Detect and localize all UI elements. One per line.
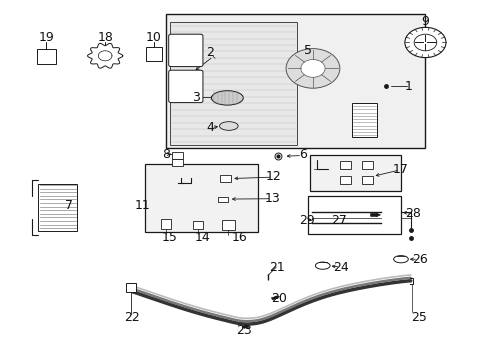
Text: 21: 21 xyxy=(269,261,285,274)
Circle shape xyxy=(300,59,325,77)
Text: 5: 5 xyxy=(304,44,311,57)
Text: 4: 4 xyxy=(206,121,214,134)
Bar xyxy=(309,155,400,191)
Text: 11: 11 xyxy=(135,199,150,212)
FancyArrow shape xyxy=(370,213,380,217)
Text: 19: 19 xyxy=(39,31,54,44)
Bar xyxy=(217,197,228,202)
Bar xyxy=(220,175,230,182)
Text: 6: 6 xyxy=(299,148,306,161)
Text: 27: 27 xyxy=(330,214,346,227)
Bar xyxy=(126,283,136,292)
Bar xyxy=(145,164,258,232)
Text: 1: 1 xyxy=(404,80,411,93)
Text: 2: 2 xyxy=(206,46,214,59)
Text: 18: 18 xyxy=(97,31,113,44)
Circle shape xyxy=(404,27,445,58)
Ellipse shape xyxy=(393,256,407,263)
Text: 29: 29 xyxy=(298,214,314,227)
Bar xyxy=(161,219,171,229)
Bar xyxy=(172,159,183,166)
Text: 15: 15 xyxy=(162,231,177,244)
Bar xyxy=(172,152,183,159)
Bar xyxy=(351,103,376,137)
Text: 14: 14 xyxy=(195,231,210,244)
Bar xyxy=(339,176,350,184)
Bar xyxy=(222,220,234,230)
Text: 22: 22 xyxy=(124,311,140,324)
Text: 8: 8 xyxy=(162,148,170,161)
Bar xyxy=(37,49,56,64)
Bar xyxy=(166,14,425,148)
FancyBboxPatch shape xyxy=(168,34,203,67)
FancyArrow shape xyxy=(271,296,279,300)
Bar xyxy=(38,184,77,231)
Text: 10: 10 xyxy=(146,31,162,44)
Text: 7: 7 xyxy=(65,199,73,212)
Text: 9: 9 xyxy=(421,15,428,28)
Text: 24: 24 xyxy=(333,261,348,274)
Circle shape xyxy=(413,34,436,51)
Text: 13: 13 xyxy=(264,192,280,204)
Circle shape xyxy=(285,49,339,88)
FancyArrow shape xyxy=(242,325,249,328)
Bar xyxy=(339,161,350,169)
Ellipse shape xyxy=(211,91,243,105)
Text: 12: 12 xyxy=(265,170,281,183)
Text: 16: 16 xyxy=(231,231,247,244)
Bar xyxy=(193,221,203,229)
Text: 20: 20 xyxy=(270,292,286,305)
Text: 25: 25 xyxy=(411,311,427,324)
FancyBboxPatch shape xyxy=(168,70,203,103)
Text: 23: 23 xyxy=(236,324,252,337)
Bar xyxy=(146,47,162,61)
Text: 17: 17 xyxy=(392,163,408,176)
FancyBboxPatch shape xyxy=(170,22,297,145)
Bar xyxy=(307,196,400,234)
Bar xyxy=(361,176,372,184)
Ellipse shape xyxy=(315,262,329,269)
Text: 28: 28 xyxy=(405,207,420,220)
Ellipse shape xyxy=(219,122,238,130)
Text: 3: 3 xyxy=(191,91,199,104)
Bar xyxy=(361,161,372,169)
Text: 26: 26 xyxy=(411,253,427,266)
